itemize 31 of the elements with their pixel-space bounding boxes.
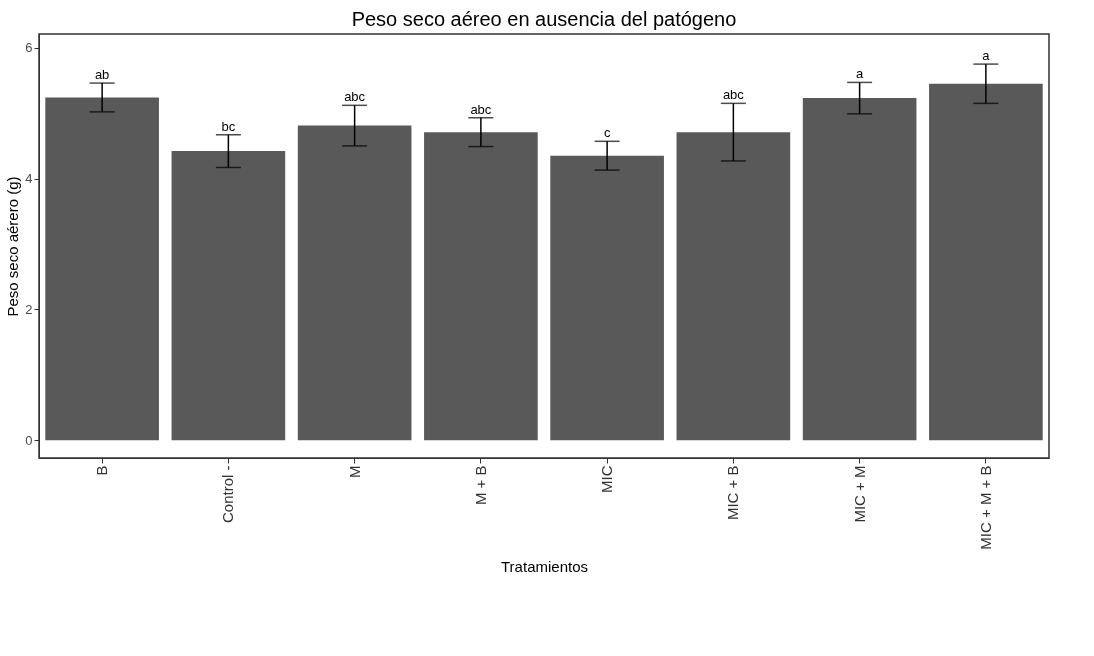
y-tick-label: 4 [25, 171, 33, 187]
bar [676, 132, 791, 441]
y-axis-title: Peso seco aérero (g) [4, 176, 22, 317]
bar [929, 83, 1043, 441]
y-tick-label: 2 [25, 301, 33, 317]
x-axis-title: Tratamientos [501, 557, 588, 575]
annotation: ab [94, 67, 110, 83]
bar [802, 98, 917, 441]
x-tick-label: Control - [219, 465, 237, 524]
bar [45, 97, 159, 441]
x-tick-label: MIC + M + B [976, 465, 994, 550]
x-tick-label: MIC + B [724, 465, 742, 521]
x-tick-label: MIC + M [850, 465, 868, 523]
annotation: abc [344, 89, 366, 105]
annotation: c [603, 125, 611, 141]
annotation: abc [470, 101, 492, 117]
annotation: abc [722, 87, 745, 103]
chart-title: Peso seco aéreo en ausencia del patógeno [351, 8, 737, 30]
x-tick-label: M [345, 465, 363, 478]
bar [550, 155, 664, 441]
x-tick-label: M + B [471, 465, 489, 506]
y-tick-label: 6 [25, 40, 33, 56]
x-tick-label: MIC [598, 465, 616, 493]
annotation: a [856, 66, 865, 82]
bar [424, 132, 538, 441]
bar [297, 125, 412, 441]
x-tick-label: B [93, 465, 111, 476]
bar [171, 151, 286, 441]
y-tick-label: 0 [25, 432, 33, 448]
annotation: a [982, 48, 991, 64]
annotation: bc [221, 118, 236, 134]
